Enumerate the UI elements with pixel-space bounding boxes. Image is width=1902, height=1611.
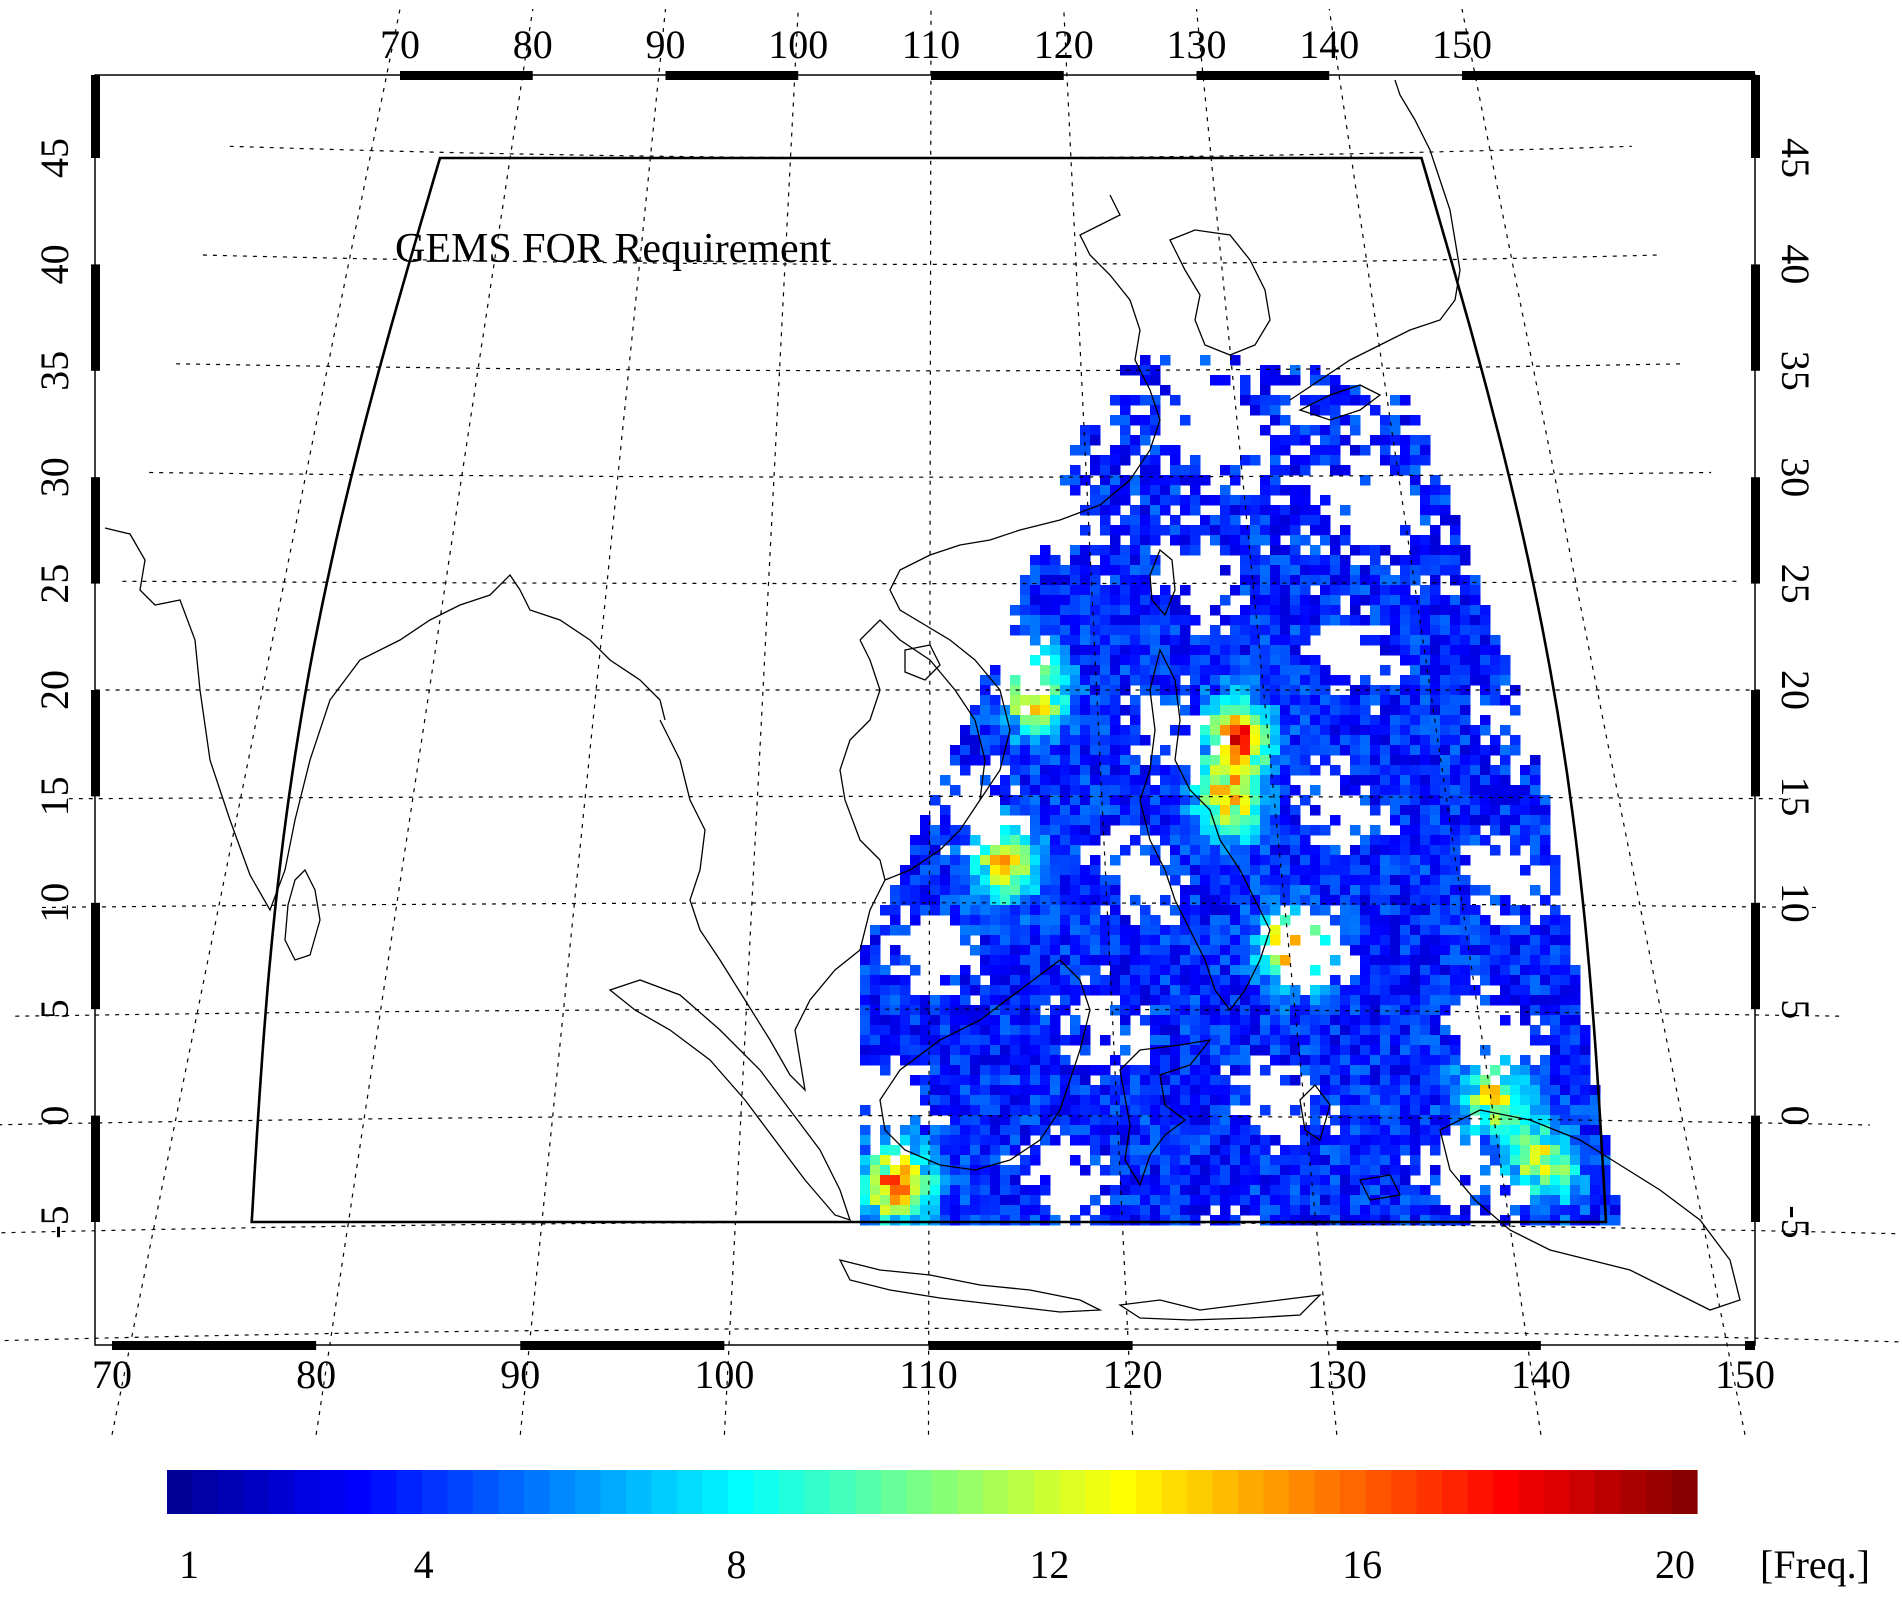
map-title: GEMS FOR Requirement — [395, 226, 832, 272]
bottom-lon-tick: 140 — [1511, 1352, 1571, 1397]
left-lat-tick: 35 — [32, 351, 77, 391]
bottom-lon-tick: 70 — [92, 1352, 132, 1397]
left-lat-tick: 25 — [32, 564, 77, 604]
coast-lesser-sunda — [1118, 1294, 1322, 1321]
map-frame — [91, 71, 1760, 1350]
coast-indochina — [859, 544, 1011, 881]
colorbar-tick: 8 — [726, 1542, 746, 1587]
left-lat-tick: 10 — [32, 883, 77, 923]
right-lat-tick: 10 — [1773, 883, 1818, 923]
frequency-field — [860, 355, 1621, 1226]
right-lat-tick: 5 — [1773, 999, 1818, 1019]
colorbar-tick: 16 — [1342, 1542, 1382, 1587]
top-lon-tick: 90 — [646, 22, 686, 67]
right-lat-tick: 45 — [1773, 138, 1818, 178]
colorbar-tick: 12 — [1029, 1542, 1069, 1587]
top-lon-tick: 100 — [768, 22, 828, 67]
left-lat-tick: 0 — [32, 1106, 77, 1126]
left-lat-tick: 5 — [32, 999, 77, 1019]
bottom-lon-tick: 90 — [500, 1352, 540, 1397]
bottom-lon-tick: 110 — [899, 1352, 958, 1397]
left-lat-tick: 30 — [32, 457, 77, 497]
colorbar-tick: 20 — [1655, 1542, 1695, 1587]
right-latitude-ticks: 45 40 35 30 25 20 15 10 5 0 -5 — [1773, 138, 1818, 1239]
coastlines — [104, 79, 1741, 1321]
colorbar-tick: 1 — [179, 1542, 199, 1587]
bottom-lon-tick: 150 — [1715, 1352, 1775, 1397]
coast-india — [104, 527, 666, 912]
coast-malay-peninsula — [659, 639, 886, 1092]
left-lat-tick: 45 — [32, 138, 77, 178]
coast-china — [959, 194, 1161, 546]
coast-new-guinea — [1439, 1109, 1741, 1311]
coast-taiwan — [1149, 548, 1176, 617]
top-lon-tick: 130 — [1167, 22, 1227, 67]
coast-sulawesi — [1119, 1039, 1212, 1187]
coast-java — [838, 1259, 1103, 1313]
top-lon-tick: 70 — [380, 22, 420, 67]
left-latitude-ticks: 45 40 35 30 25 20 15 10 5 0 -5 — [32, 138, 77, 1239]
coast-borneo — [879, 959, 1091, 1171]
coast-korea — [1169, 229, 1271, 356]
right-lat-tick: 40 — [1773, 244, 1818, 284]
top-lon-tick: 150 — [1432, 22, 1492, 67]
top-lon-tick: 140 — [1299, 22, 1359, 67]
top-lon-tick: 110 — [902, 22, 961, 67]
right-lat-tick: 30 — [1773, 457, 1818, 497]
left-lat-tick: 20 — [32, 670, 77, 710]
coast-hainan — [904, 644, 941, 681]
bottom-lon-tick: 80 — [296, 1352, 336, 1397]
right-lat-tick: 25 — [1773, 564, 1818, 604]
coast-japan — [1289, 79, 1461, 421]
right-lat-tick: 35 — [1773, 351, 1818, 391]
right-lat-tick: 15 — [1773, 776, 1818, 816]
right-lat-tick: 20 — [1773, 670, 1818, 710]
graticule — [0, 8, 1902, 1435]
bottom-lon-tick: 120 — [1103, 1352, 1163, 1397]
top-longitude-ticks: 70 80 90 100 110 120 130 140 150 — [380, 22, 1492, 67]
colorbar-tick: 4 — [414, 1542, 434, 1587]
left-lat-tick: 15 — [32, 776, 77, 816]
colorbar-blocks — [167, 1470, 1698, 1514]
left-lat-tick: 40 — [32, 244, 77, 284]
bottom-lon-tick: 100 — [694, 1352, 754, 1397]
right-lat-tick: -5 — [1773, 1205, 1818, 1238]
coast-sri-lanka — [284, 868, 321, 961]
field-of-regard-boundary — [250, 156, 1608, 1224]
colorbar-labels: 1 4 8 12 16 20 — [179, 1542, 1695, 1587]
top-lon-tick: 80 — [513, 22, 553, 67]
coast-sumatra — [608, 979, 852, 1222]
colorbar: 1 4 8 12 16 20 [Freq.] — [167, 1470, 1870, 1587]
colorbar-unit: [Freq.] — [1760, 1542, 1870, 1587]
right-lat-tick: 0 — [1773, 1106, 1818, 1126]
top-lon-tick: 120 — [1034, 22, 1094, 67]
left-lat-tick: -5 — [32, 1205, 77, 1238]
coast-philippines — [1139, 648, 1271, 1012]
bottom-lon-tick: 130 — [1307, 1352, 1367, 1397]
coast-maluku — [1299, 1084, 1401, 1201]
bottom-longitude-ticks: 70 80 90 100 110 120 130 140 150 — [92, 1352, 1775, 1397]
